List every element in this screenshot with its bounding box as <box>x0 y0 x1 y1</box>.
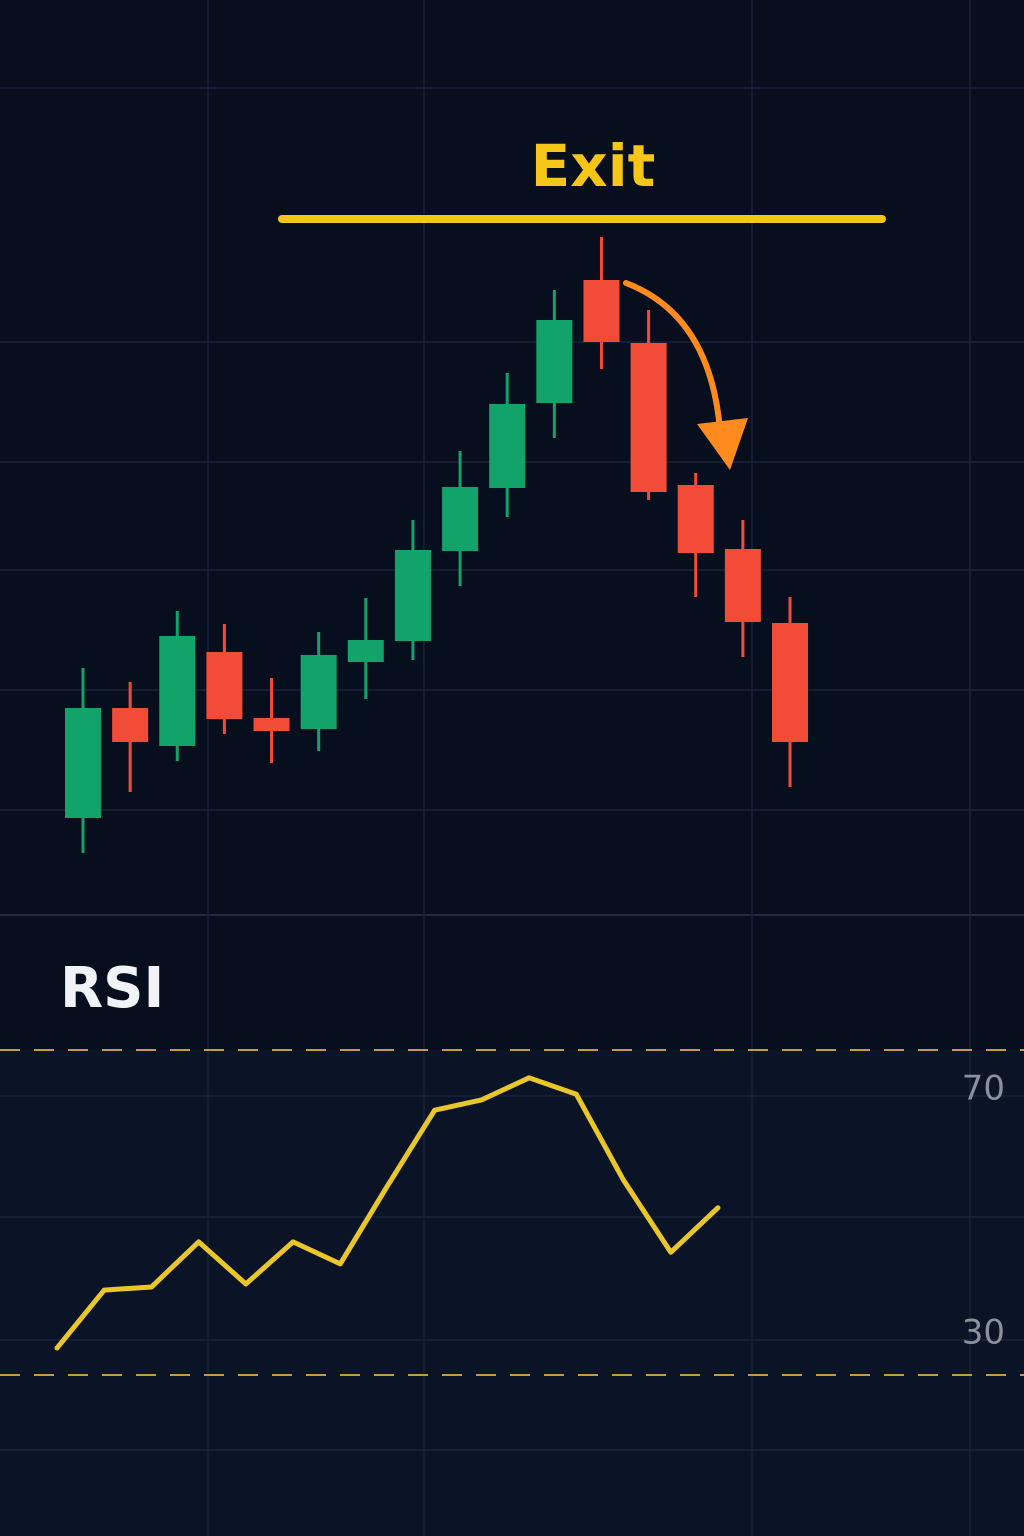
candle-body <box>253 718 290 731</box>
candle-body <box>394 550 431 641</box>
candle-body <box>442 487 479 551</box>
candle-body <box>677 485 714 553</box>
arrow-head <box>697 418 748 470</box>
rsi-panel <box>0 1050 1024 1536</box>
candle-body <box>159 636 196 746</box>
candle-body <box>300 655 337 729</box>
candle-body <box>489 404 526 488</box>
candle-body <box>112 708 149 742</box>
y-tick-label: 70 <box>962 1069 1005 1109</box>
candle-body <box>536 320 573 403</box>
y-tick-label: 30 <box>962 1313 1005 1353</box>
candle-body <box>65 708 101 818</box>
candle-body <box>772 623 808 742</box>
arrow-shaft <box>623 280 723 433</box>
candle-body <box>724 549 761 622</box>
candle-body <box>630 343 667 492</box>
exit-label: Exit <box>531 132 656 200</box>
rsi-line <box>54 1075 721 1351</box>
candle-body <box>583 280 620 342</box>
rsi-title: RSI <box>60 956 164 1021</box>
candle-body <box>347 640 384 662</box>
candle-body <box>206 652 243 719</box>
